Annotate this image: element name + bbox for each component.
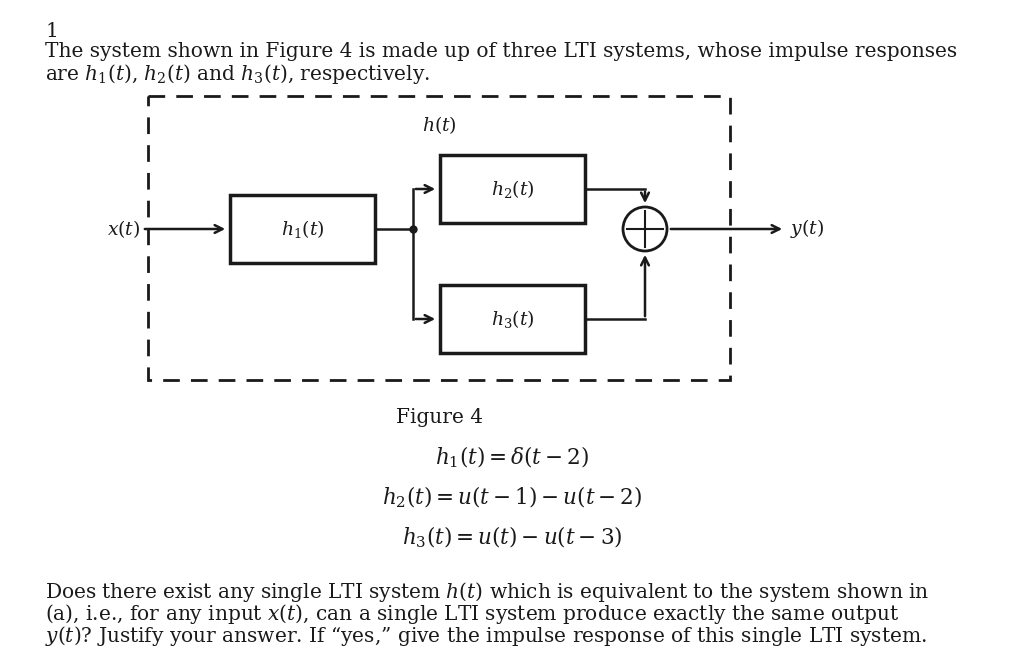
Text: are $h_1(t)$, $h_2(t)$ and $h_3(t)$, respectively.: are $h_1(t)$, $h_2(t)$ and $h_3(t)$, res… (45, 62, 430, 86)
Text: $h_3(t)$: $h_3(t)$ (490, 308, 535, 330)
Bar (440, 285, 585, 353)
Text: (a), i.e., for any input $x(t)$, can a single LTI system produce exactly the sam: (a), i.e., for any input $x(t)$, can a s… (45, 602, 899, 626)
Text: Does there exist any single LTI system $h(t)$ which is equivalent to the system : Does there exist any single LTI system $… (45, 580, 930, 604)
Bar (148, 96, 730, 380)
Text: $y(t)$: $y(t)$ (790, 218, 824, 241)
Text: Figure 4: Figure 4 (395, 408, 482, 427)
Text: $h_2(t)$: $h_2(t)$ (490, 178, 535, 200)
Text: $y(t)$? Justify your answer. If “yes,” give the impulse response of this single : $y(t)$? Justify your answer. If “yes,” g… (45, 624, 927, 648)
Text: $h_1(t) = \delta(t - 2)$: $h_1(t) = \delta(t - 2)$ (435, 445, 589, 470)
Text: $x(t)$: $x(t)$ (106, 218, 140, 240)
Text: $h_2(t) = u(t - 1) - u(t - 2)$: $h_2(t) = u(t - 1) - u(t - 2)$ (382, 485, 642, 510)
Text: $h_3(t) = u(t) - u(t - 3)$: $h_3(t) = u(t) - u(t - 3)$ (401, 525, 623, 550)
Text: 1: 1 (45, 22, 58, 41)
Text: $h(t)$: $h(t)$ (422, 114, 457, 136)
Text: $h_1(t)$: $h_1(t)$ (281, 218, 325, 240)
Text: The system shown in Figure 4 is made up of three LTI systems, whose impulse resp: The system shown in Figure 4 is made up … (45, 42, 957, 61)
Bar (440, 155, 585, 223)
Circle shape (623, 207, 667, 251)
Bar (230, 195, 375, 263)
